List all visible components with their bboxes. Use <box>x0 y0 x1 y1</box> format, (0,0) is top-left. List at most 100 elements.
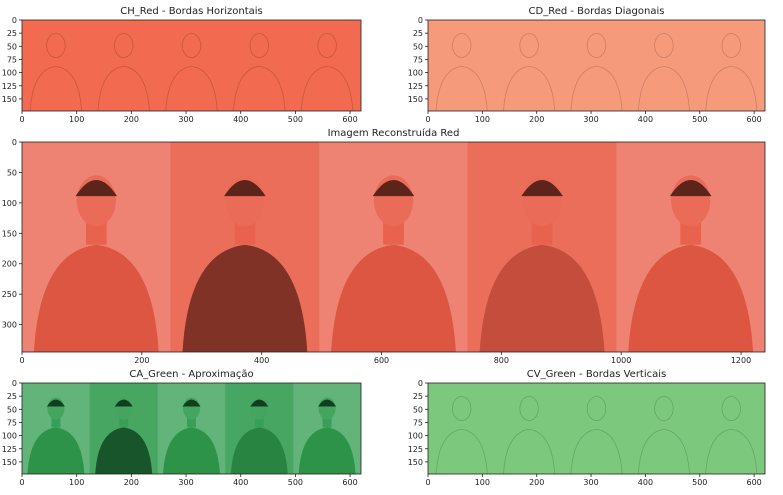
x-tick-label: 400 <box>233 115 248 124</box>
person-figure <box>22 383 90 474</box>
x-tick-label: 0 <box>19 356 24 365</box>
y-tick-label: 0 <box>418 16 423 25</box>
x-tick-label: 600 <box>746 115 761 124</box>
torso-edge <box>165 65 218 112</box>
hair <box>669 180 712 197</box>
x-tick-label: 500 <box>288 115 303 124</box>
person-figure <box>570 396 623 475</box>
x-tick-label: 600 <box>374 356 389 365</box>
x-tick-label: 1200 <box>731 356 751 365</box>
torso <box>298 427 356 474</box>
torso-edge <box>570 428 623 475</box>
hair <box>46 399 65 407</box>
y-tick-label: 150 <box>408 458 423 467</box>
image-area <box>428 20 765 111</box>
person-figure <box>300 33 354 112</box>
head-edge <box>249 33 269 58</box>
panel-2: CD_Red - Bordas Diagonais 0 100 200 300 400 50… <box>408 6 766 124</box>
image-area <box>22 20 361 111</box>
image-area <box>428 383 765 474</box>
person-figure <box>705 33 758 112</box>
person-figure <box>225 383 294 474</box>
y-tick-label: 0 <box>12 379 17 388</box>
person-figure <box>570 33 623 112</box>
y-tick-label: 50 <box>413 42 423 51</box>
hair <box>318 399 337 407</box>
person-figure <box>705 396 758 475</box>
x-tick-label: 100 <box>69 115 84 124</box>
torso <box>182 244 308 352</box>
neck <box>383 219 404 245</box>
x-tick-label: 200 <box>529 115 544 124</box>
torso-edge <box>705 65 758 112</box>
neck <box>680 219 702 245</box>
axes-frame <box>21 382 362 475</box>
head-edge <box>46 33 66 58</box>
person-figure <box>165 33 218 112</box>
y-tick-label: 125 <box>2 445 17 454</box>
x-tick-label: 600 <box>746 478 761 487</box>
torso-edge <box>637 428 690 475</box>
neck <box>322 416 332 428</box>
y-tick-label: 25 <box>413 29 423 38</box>
panel-title: CV_Green - Bordas Verticais <box>527 369 667 380</box>
x-tick-label: 200 <box>124 478 139 487</box>
panel-title: CH_Red - Bordas Horizontais <box>120 6 263 17</box>
head-edge <box>721 33 741 58</box>
y-tick-label: 25 <box>7 392 17 401</box>
head-edge <box>654 396 674 421</box>
person-figure <box>157 383 226 474</box>
y-tick-label: 75 <box>413 55 423 64</box>
torso-edge <box>29 65 83 112</box>
y-tick-label: 150 <box>2 95 17 104</box>
x-tick-label: 0 <box>425 115 430 124</box>
head-edge <box>586 33 607 58</box>
torso-edge <box>503 428 556 475</box>
x-tick-label: 400 <box>638 478 653 487</box>
person-figure <box>637 33 690 112</box>
panel-title: CA_Green - Aproximação <box>129 369 253 380</box>
x-tick-label: 0 <box>19 115 24 124</box>
neck <box>531 219 553 245</box>
torso <box>27 427 85 474</box>
y-tick-label: 0 <box>12 138 17 147</box>
person-figure <box>22 142 171 352</box>
y-tick-label: 75 <box>413 418 423 427</box>
y-tick-label: 125 <box>2 82 17 91</box>
torso <box>628 244 754 352</box>
torso <box>230 427 288 474</box>
person-figure <box>293 383 361 474</box>
torso-edge <box>570 65 623 112</box>
y-tick-label: 150 <box>408 95 423 104</box>
panel-title: CD_Red - Bordas Diagonais <box>529 6 665 17</box>
person-figure <box>435 33 488 112</box>
x-tick-label: 200 <box>134 356 149 365</box>
x-tick-label: 400 <box>638 115 653 124</box>
person-figure <box>467 142 617 352</box>
y-tick-label: 75 <box>7 55 17 64</box>
torso-edge <box>435 428 488 475</box>
head-edge <box>114 33 134 58</box>
person-figure <box>435 396 488 475</box>
neck <box>85 219 107 245</box>
hair <box>182 399 201 407</box>
hair <box>250 399 269 407</box>
person-figure <box>89 383 158 474</box>
panel-1: CH_Red - Bordas Horizontais 0 100 200 300 400… <box>2 6 362 124</box>
x-tick-label: 0 <box>425 478 430 487</box>
y-tick-label: 50 <box>413 405 423 414</box>
person-figure <box>29 33 83 112</box>
torso <box>95 427 153 474</box>
x-tick-label: 300 <box>583 115 598 124</box>
person-figure <box>170 142 320 352</box>
head-edge <box>452 33 472 58</box>
axes-frame <box>21 19 362 112</box>
neck <box>254 416 264 428</box>
person-figure <box>503 396 556 475</box>
x-tick-label: 600 <box>342 115 357 124</box>
torso-edge <box>637 65 690 112</box>
head-edge <box>519 33 539 58</box>
